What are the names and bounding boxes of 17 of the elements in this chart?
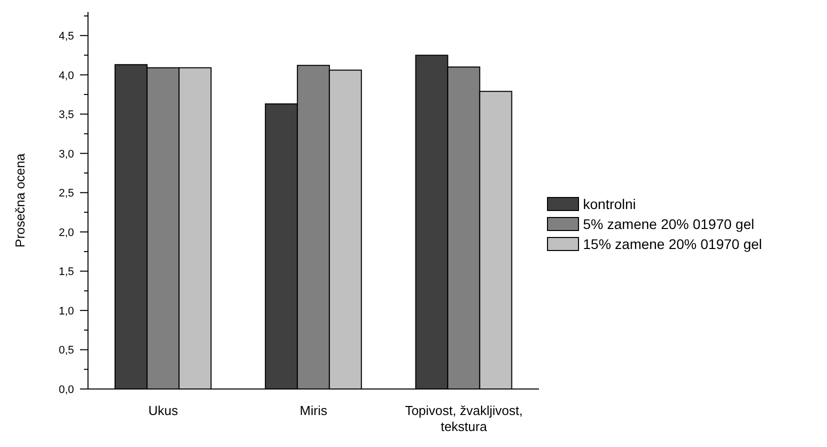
x-tick-label: Miris xyxy=(300,403,328,418)
y-tick-label: 4,0 xyxy=(58,70,74,82)
y-tick-label: 2,5 xyxy=(58,188,74,200)
y-tick-label: 2,0 xyxy=(58,226,74,239)
y-tick-label: 0,0 xyxy=(58,384,74,396)
y-tick-label: 1,0 xyxy=(58,305,74,318)
y-axis-title: Prosečna ocena xyxy=(12,152,28,248)
y-tick-label: 3,0 xyxy=(58,148,74,160)
x-tick-label: Ukus xyxy=(148,403,178,418)
y-tick-label: 4,5 xyxy=(58,30,74,43)
x-tick-label: Topivost, žvakljivost, tekstura xyxy=(404,403,523,434)
y-tick-label: 1,5 xyxy=(58,266,74,278)
y-tick-label: 0,5 xyxy=(58,344,74,357)
legend-label: 5% zamene 20% 01970 gel xyxy=(583,216,754,232)
legend-label: kontrolni xyxy=(583,196,636,212)
y-tick-label: 3,5 xyxy=(58,109,74,122)
legend-label: 15% zamene 20% 01970 gel xyxy=(583,236,762,252)
